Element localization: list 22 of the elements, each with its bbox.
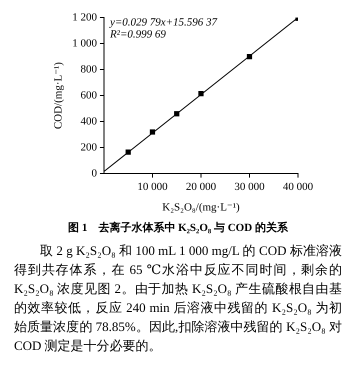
annotation: y=0.029 79x+15.596 37 bbox=[108, 16, 218, 28]
annotation: R²=0.999 69 bbox=[108, 28, 166, 40]
y-axis-title: COD/(mg·L⁻¹) bbox=[52, 62, 64, 130]
x-axis-title: K₂S₂O₈/(mg·L⁻¹) bbox=[162, 201, 240, 214]
y-tick-label: 400 bbox=[80, 115, 98, 128]
point bbox=[126, 150, 131, 155]
point bbox=[174, 111, 180, 116]
text: 取 2 g K₂S₂O₈ 和 100 mL 1 000 mg/L 的 COD 标准溶液得到共存体系，在 65 ℃水浴中反应不同时间，剩余的 K₂S₂O₈ 浓度见图 2。由于加热 K₂S₂O₈ 产生硫酸根自由基的效率较低，反应 240 min 后溶液中残留的 K₂S₂O₈ 为初始质量浓度的 78.85%。因此,扣除溶液中残留的 K₂S₂O₈ 对 COD 测定是十分必要的。 bbox=[13, 242, 343, 355]
x-tick-label: 20 000 bbox=[186, 181, 217, 194]
y-tick-label: 0 bbox=[91, 167, 98, 180]
x-tick-label: 10 000 bbox=[137, 181, 168, 194]
x-tick-label: 30 000 bbox=[234, 181, 266, 194]
y-tick-label: 600 bbox=[80, 89, 98, 102]
point bbox=[150, 129, 156, 135]
text: 图 1 去离子水体系中 K₂S₂O₈ 与 COD 的关系 bbox=[67, 220, 289, 235]
y-tick-label: 800 bbox=[80, 63, 98, 76]
y-tick-label: 200 bbox=[80, 141, 98, 154]
x-tick-label: 40 000 bbox=[282, 181, 314, 194]
point bbox=[246, 54, 252, 60]
point bbox=[198, 91, 204, 96]
y-tick-label: 1 200 bbox=[72, 11, 98, 24]
y-tick-label: 1 000 bbox=[72, 37, 98, 50]
